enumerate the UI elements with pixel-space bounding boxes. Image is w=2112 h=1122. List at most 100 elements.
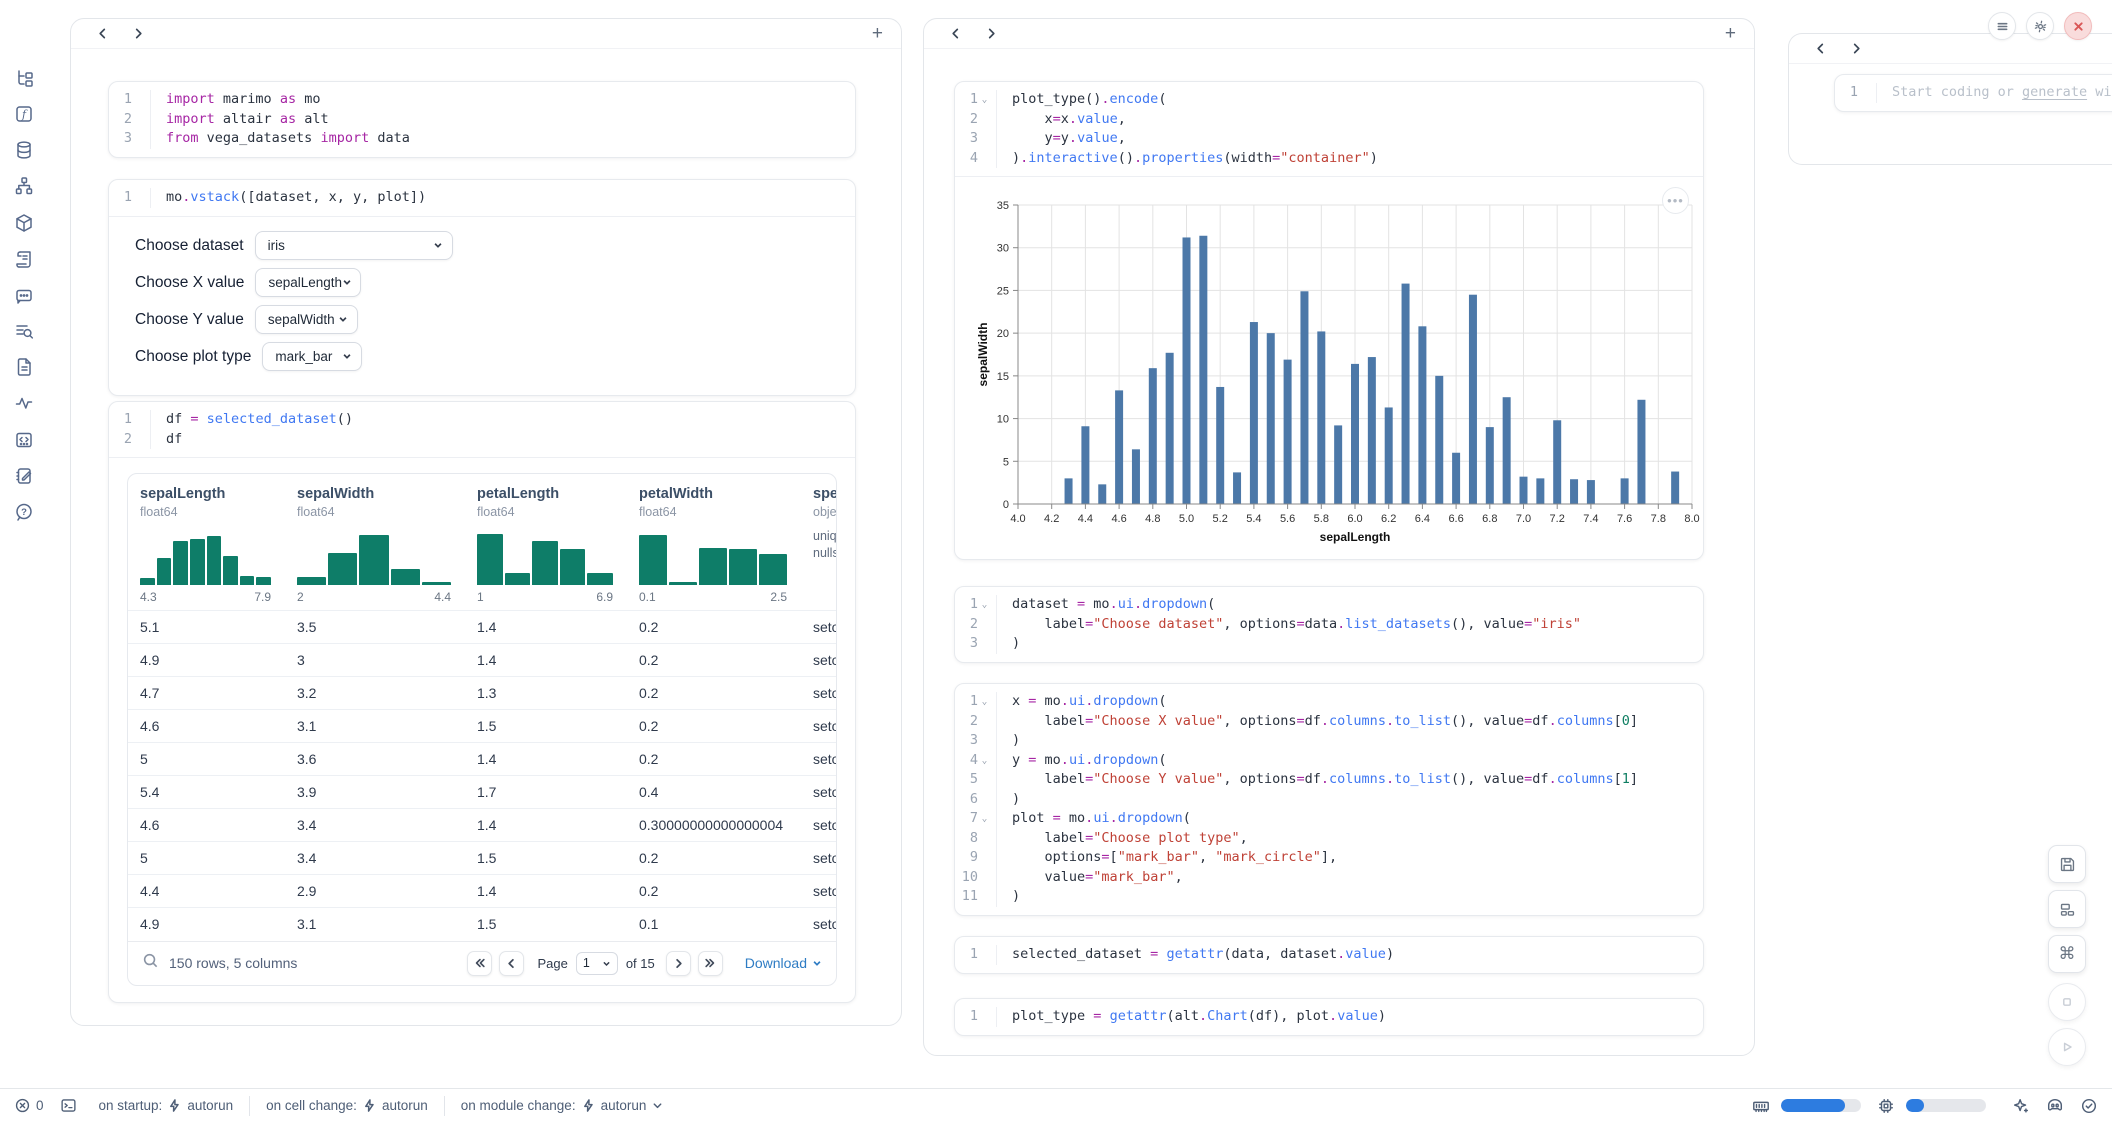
- code-editor[interactable]: 1 Start coding or generate with: [1835, 75, 2112, 111]
- table-row[interactable]: 5.13.51.40.2setosa: [128, 611, 836, 644]
- table-row[interactable]: 4.63.41.40.30000000000000004setosa: [128, 809, 836, 842]
- bar-chart[interactable]: 4.04.24.44.64.85.05.25.45.65.86.06.26.46…: [955, 177, 1705, 559]
- code-editor[interactable]: 1plot_type = getattr(alt.Chart(df), plot…: [955, 999, 1703, 1035]
- file-tree-icon[interactable]: [12, 66, 36, 90]
- list-search-icon[interactable]: [12, 319, 36, 343]
- add-cell-button[interactable]: +: [1725, 24, 1736, 43]
- column-next-button[interactable]: [125, 23, 151, 45]
- terminal-chip[interactable]: [60, 1097, 77, 1114]
- histogram-bar: [140, 578, 155, 585]
- connection-status-button[interactable]: [2080, 1097, 2098, 1115]
- table-column-header[interactable]: petalLengthfloat6416.9: [465, 474, 627, 610]
- code-editor[interactable]: 1import marimo as mo2import altair as al…: [109, 82, 855, 157]
- database-icon[interactable]: [12, 138, 36, 162]
- svg-text:15: 15: [997, 371, 1009, 383]
- errors-chip[interactable]: 0: [14, 1097, 44, 1114]
- page-number-select[interactable]: 1: [576, 952, 618, 975]
- y-value-control: Choose Y value sepalWidth: [135, 305, 829, 335]
- shutdown-button[interactable]: [2064, 12, 2092, 40]
- code-editor[interactable]: 1df = selected_dataset()2df: [109, 402, 855, 457]
- x-value-control: Choose X value sepalLength: [135, 268, 829, 298]
- histogram-bar: [207, 536, 222, 585]
- file-text-icon[interactable]: [12, 355, 36, 379]
- table-column-header[interactable]: petalWidthfloat640.12.5: [627, 474, 801, 610]
- svg-text:sepalLength: sepalLength: [1320, 530, 1391, 544]
- cell-imports: 1import marimo as mo2import altair as al…: [108, 81, 856, 158]
- code-editor[interactable]: 1selected_dataset = getattr(data, datase…: [955, 937, 1703, 973]
- table-row[interactable]: 53.61.40.2setosa: [128, 743, 836, 776]
- on-module-change-setting[interactable]: on module change: autorun: [461, 1098, 664, 1113]
- on-cell-change-setting[interactable]: on cell change: autorun: [266, 1098, 428, 1113]
- svg-text:6.0: 6.0: [1347, 513, 1362, 525]
- run-button[interactable]: [2048, 1028, 2086, 1066]
- column-prev-button[interactable]: [89, 23, 115, 45]
- column-histogram: [297, 531, 451, 585]
- settings-button[interactable]: [2026, 12, 2054, 40]
- column-next-button[interactable]: [1843, 38, 1869, 60]
- menu-button[interactable]: [1988, 12, 2016, 40]
- function-icon[interactable]: f: [12, 102, 36, 126]
- cell-xy-plot-dropdowns: 1⌄x = mo.ui.dropdown(2 label="Choose X v…: [954, 683, 1704, 916]
- chart-menu-button[interactable]: •••: [1662, 187, 1689, 214]
- ram-meter: [1781, 1099, 1861, 1112]
- ai-assist-button[interactable]: [2012, 1097, 2030, 1115]
- scratchpad-icon[interactable]: [12, 464, 36, 488]
- cell-dataset-dropdown: 1⌄dataset = mo.ui.dropdown(2 label="Choo…: [954, 586, 1704, 663]
- column-prev-button[interactable]: [942, 23, 968, 45]
- last-page-button[interactable]: [698, 951, 723, 976]
- page-label: Page: [537, 956, 567, 971]
- svg-text:6.2: 6.2: [1381, 513, 1396, 525]
- activity-icon[interactable]: [12, 391, 36, 415]
- code-snippets-icon[interactable]: [12, 428, 36, 452]
- command-palette-button[interactable]: ⌘: [2048, 935, 2086, 973]
- generate-link[interactable]: generate: [2022, 84, 2087, 100]
- chat-bot-icon[interactable]: [12, 283, 36, 307]
- x-value-select[interactable]: sepalLength: [255, 268, 361, 297]
- y-value-select[interactable]: sepalWidth: [255, 305, 358, 334]
- first-page-button[interactable]: [467, 951, 492, 976]
- table-column-header[interactable]: sepalLengthfloat644.37.9: [128, 474, 285, 610]
- dependency-graph-icon[interactable]: [12, 174, 36, 198]
- dataset-select[interactable]: iris: [255, 231, 453, 260]
- next-page-button[interactable]: [666, 951, 691, 976]
- code-editor[interactable]: 1mo.vstack([dataset, x, y, plot]): [109, 180, 855, 216]
- code-editor[interactable]: 1⌄x = mo.ui.dropdown(2 label="Choose X v…: [955, 684, 1703, 915]
- download-button[interactable]: Download: [745, 955, 822, 971]
- notebook-column-2: + 1⌄plot_type().encode(2 x=x.value,3 y=y…: [923, 18, 1755, 1056]
- table-row[interactable]: 5.43.91.70.4setosa: [128, 776, 836, 809]
- cell-vstack: 1mo.vstack([dataset, x, y, plot]) Choose…: [108, 179, 856, 396]
- scroll-logs-icon[interactable]: [12, 247, 36, 271]
- table-row[interactable]: 4.63.11.50.2setosa: [128, 710, 836, 743]
- save-button[interactable]: [2048, 845, 2086, 883]
- altair-chart[interactable]: 4.04.24.44.64.85.05.25.45.65.86.06.26.46…: [955, 177, 1703, 559]
- code-editor[interactable]: 1⌄dataset = mo.ui.dropdown(2 label="Choo…: [955, 587, 1703, 662]
- dataset-label: Choose dataset: [135, 237, 244, 255]
- table-column-header[interactable]: sepalWidthfloat6424.4: [285, 474, 465, 610]
- column-prev-button[interactable]: [1807, 38, 1833, 60]
- package-icon[interactable]: [12, 211, 36, 235]
- table-row[interactable]: 4.42.91.40.2setosa: [128, 875, 836, 908]
- table-column-header[interactable]: speciesobjectunique:nulls:: [801, 474, 836, 610]
- table-row[interactable]: 4.93.11.50.1setosa: [128, 908, 836, 941]
- plot-type-select[interactable]: mark_bar: [262, 342, 362, 371]
- histogram-bar: [669, 582, 697, 585]
- table-row[interactable]: 4.931.40.2setosa: [128, 644, 836, 677]
- code-line: 1⌄plot_type().encode(: [955, 90, 1703, 110]
- cell-plot-type: 1plot_type = getattr(alt.Chart(df), plot…: [954, 998, 1704, 1036]
- table-row[interactable]: 53.41.50.2setosa: [128, 842, 836, 875]
- search-icon[interactable]: [142, 952, 159, 974]
- column-next-button[interactable]: [978, 23, 1004, 45]
- svg-text:7.6: 7.6: [1617, 513, 1632, 525]
- histogram-bar: [297, 577, 326, 585]
- help-icon[interactable]: ?: [12, 500, 36, 524]
- histogram-bar: [240, 576, 255, 585]
- stop-button[interactable]: [2048, 983, 2086, 1021]
- layout-toggle-button[interactable]: [2048, 890, 2086, 928]
- add-cell-button[interactable]: +: [872, 24, 883, 43]
- table-row[interactable]: 4.73.21.30.2setosa: [128, 677, 836, 710]
- on-startup-setting[interactable]: on startup: autorun: [99, 1098, 234, 1113]
- code-editor[interactable]: 1⌄plot_type().encode(2 x=x.value,3 y=y.v…: [955, 82, 1703, 176]
- prev-page-button[interactable]: [499, 951, 524, 976]
- code-line: 1selected_dataset = getattr(data, datase…: [955, 945, 1703, 965]
- copilot-button[interactable]: [2046, 1097, 2064, 1115]
